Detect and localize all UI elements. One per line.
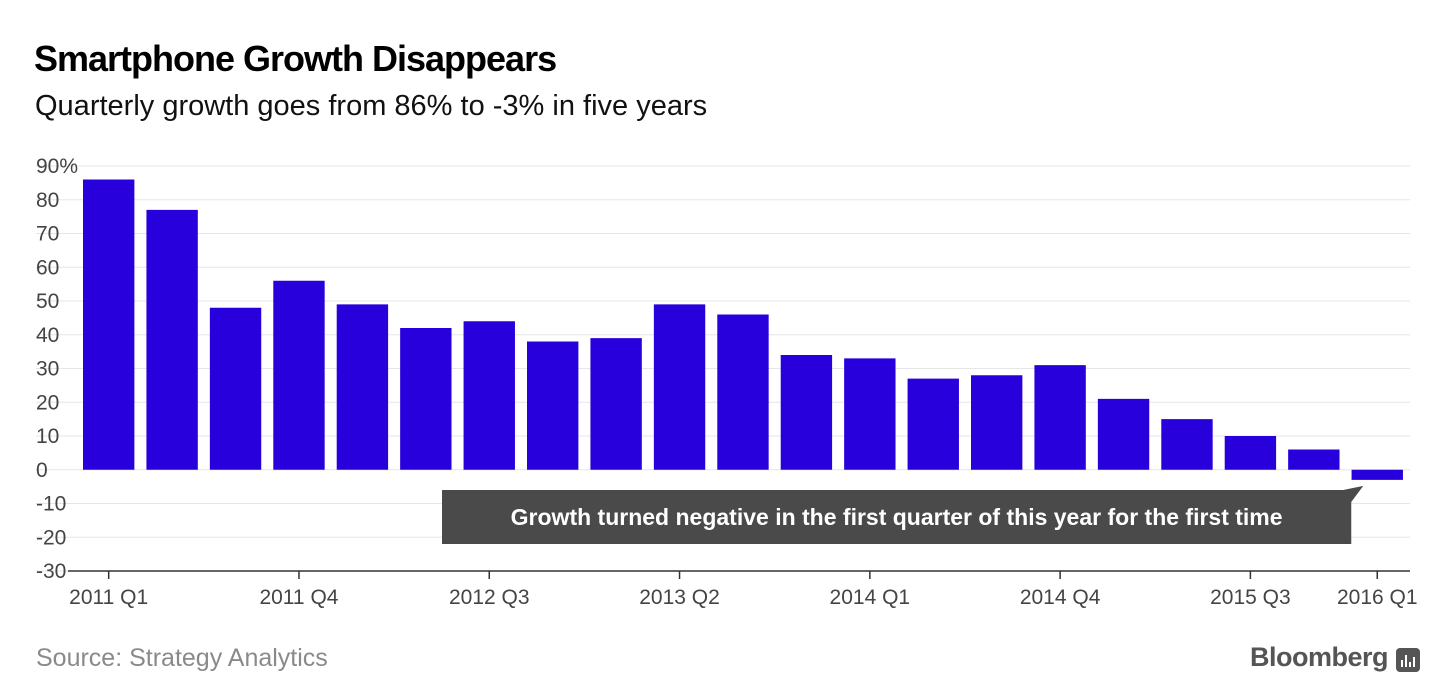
bar <box>717 314 769 470</box>
chart-subtitle: Quarterly growth goes from 86% to -3% in… <box>35 90 708 122</box>
y-tick-label: 70 <box>36 223 59 246</box>
bar <box>907 378 959 470</box>
x-tick-label: 2011 Q1 <box>69 586 148 609</box>
bar <box>209 307 262 470</box>
bar <box>336 304 389 470</box>
x-tick-label: 2014 Q4 <box>1020 586 1101 609</box>
y-tick-label: -20 <box>36 526 66 549</box>
bar <box>653 304 706 470</box>
bar <box>1288 449 1340 470</box>
annotation-text: Growth turned negative in the first quar… <box>511 504 1283 530</box>
x-tick-label: 2014 Q1 <box>830 586 911 609</box>
x-tick-label: 2013 Q2 <box>639 586 720 609</box>
y-tick-label: 90% <box>36 155 78 178</box>
bar <box>1097 398 1150 470</box>
bar <box>83 179 135 470</box>
x-tick-label: 2015 Q3 <box>1210 586 1291 609</box>
bar <box>1161 419 1213 470</box>
y-tick-label: 20 <box>36 391 59 414</box>
bar <box>1351 469 1403 480</box>
bar <box>780 355 833 470</box>
bar-chart-icon <box>1396 647 1420 672</box>
bar <box>1224 436 1277 470</box>
source-note: Source: Strategy Analytics <box>36 644 328 672</box>
y-tick-label: -10 <box>36 493 66 516</box>
x-tick-label: 2011 Q4 <box>259 586 338 609</box>
y-tick-label: 0 <box>36 459 48 482</box>
brand-name: Bloomberg <box>1249 642 1389 672</box>
x-tick-label: 2012 Q3 <box>449 586 530 609</box>
x-tick-label: 2016 Q1 <box>1337 586 1418 609</box>
chart-title: Smartphone Growth Disappears <box>34 38 557 79</box>
bar <box>273 280 325 470</box>
y-tick-label: 10 <box>36 425 59 448</box>
annotation-box <box>442 485 1364 544</box>
y-tick-label: 80 <box>36 189 59 212</box>
y-tick-label: -30 <box>36 560 66 583</box>
bloomberg-logo: Bloomberg <box>1250 642 1420 673</box>
bar <box>146 209 198 470</box>
bar <box>971 375 1023 470</box>
bar <box>463 321 515 470</box>
bar <box>590 338 642 470</box>
y-tick-label: 40 <box>36 324 59 347</box>
bar <box>844 358 896 470</box>
y-tick-label: 30 <box>36 358 59 381</box>
y-tick-label: 60 <box>36 256 59 279</box>
bar <box>1034 365 1086 470</box>
bar <box>527 341 579 470</box>
bar <box>400 328 452 470</box>
y-tick-label: 50 <box>36 290 59 313</box>
